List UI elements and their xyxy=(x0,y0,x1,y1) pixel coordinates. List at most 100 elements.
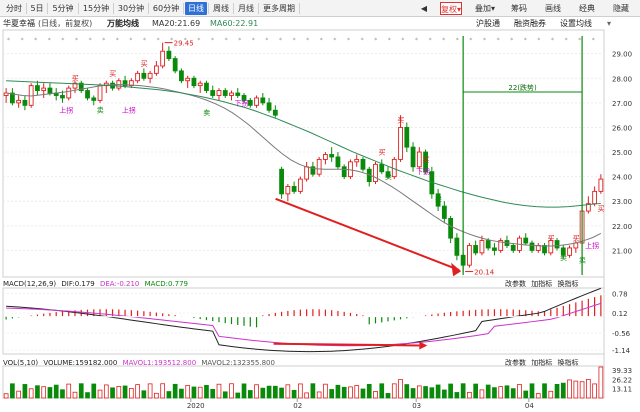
marker-star: * xyxy=(510,37,513,44)
marker-star: * xyxy=(7,37,10,44)
candle-body xyxy=(28,85,34,106)
candle-body xyxy=(479,240,485,254)
candle-body xyxy=(485,240,491,249)
candle-body xyxy=(172,58,178,72)
macd-dif-line xyxy=(6,287,602,353)
dropdown-icon[interactable]: ▾ xyxy=(607,19,612,28)
period-button-0[interactable]: 分时 xyxy=(6,4,22,13)
signal-buy: 买 xyxy=(548,235,555,243)
marker-star: * xyxy=(320,37,323,44)
price-axis-label: 21.00 xyxy=(612,247,632,255)
toolbar-right-1[interactable]: 叠加▾ xyxy=(474,4,495,13)
period-button-5[interactable]: 60分钟 xyxy=(152,4,180,13)
candle-body xyxy=(141,72,147,79)
volume-bar xyxy=(429,387,435,399)
marker-star: * xyxy=(184,37,187,44)
marker-star: * xyxy=(524,37,527,44)
volume-bar xyxy=(204,384,209,399)
period-button-1[interactable]: 5日 xyxy=(30,4,44,13)
vol-add-indicator[interactable]: 加指标 xyxy=(531,359,553,367)
volume-bar xyxy=(410,388,416,399)
macd-add-indicator[interactable]: 加指标 xyxy=(531,280,553,288)
candle-body xyxy=(448,217,454,239)
toolbar-separator xyxy=(78,3,79,14)
candle-body xyxy=(122,80,128,87)
volume-bar xyxy=(385,393,391,399)
volume-bar xyxy=(529,383,535,399)
link-margin-trading[interactable]: 融资融券 xyxy=(514,19,546,28)
ma60-line xyxy=(6,80,601,208)
candle-body xyxy=(78,82,84,92)
vol-change-params[interactable]: 改参数 xyxy=(505,359,526,367)
ma20-line xyxy=(6,84,602,247)
link-hk-connect[interactable]: 沪股通 xyxy=(476,19,500,28)
marker-star: * xyxy=(129,37,132,44)
macd-change-params[interactable]: 改参数 xyxy=(505,280,526,288)
candle-body xyxy=(185,77,191,82)
volume-bar xyxy=(442,389,447,399)
period-button-8[interactable]: 月线 xyxy=(238,4,254,13)
volume-bar xyxy=(467,391,472,399)
volume-bar xyxy=(229,383,234,399)
candle-body xyxy=(97,85,103,101)
indicator-name[interactable]: 万能均线 xyxy=(107,19,139,28)
period-button-3[interactable]: 15分钟 xyxy=(82,4,110,13)
signal-buy: 买 xyxy=(422,156,429,164)
candle-body xyxy=(492,247,497,251)
price-axis-label: 25.00 xyxy=(612,149,632,157)
toolbar-right-4[interactable]: 经典 xyxy=(579,4,595,13)
signal-buy: 买 xyxy=(109,70,116,78)
candle-body xyxy=(285,186,291,195)
volume-bar xyxy=(266,385,272,399)
toolbar-separator xyxy=(208,3,209,14)
vol-axis-label: 39.33 xyxy=(612,367,632,375)
high-label: 29.45 xyxy=(174,40,194,48)
volume-bar xyxy=(323,383,328,399)
volume-bar xyxy=(147,383,153,399)
candle-body xyxy=(316,158,322,175)
macd-switch-indicator[interactable]: 换指标 xyxy=(557,280,579,288)
candle-body xyxy=(560,247,566,256)
volume-bar xyxy=(454,392,460,399)
marker-star: * xyxy=(293,37,296,44)
period-button-2[interactable]: 5分钟 xyxy=(52,4,74,13)
volume-bar xyxy=(479,389,485,399)
ma60-value: MA60:22.91 xyxy=(210,19,259,28)
macd-macd: MACD:0.779 xyxy=(144,280,189,288)
volume-bar xyxy=(573,380,579,399)
marker-star: * xyxy=(551,37,554,44)
candle-body xyxy=(592,190,598,205)
vol-switch-indicator[interactable]: 换指标 xyxy=(557,359,579,367)
volume-bar xyxy=(10,383,15,399)
volume-bar xyxy=(523,390,529,399)
toolbar-right-5[interactable]: 隐藏 xyxy=(613,4,629,13)
macd-axis-label: -0.56 xyxy=(612,330,631,338)
marker-star: * xyxy=(157,37,160,44)
candle-body xyxy=(191,77,197,87)
volume-bar xyxy=(60,389,65,399)
toolbar-separator xyxy=(113,3,114,14)
volume-bar xyxy=(28,388,34,399)
marker-star: * xyxy=(333,37,336,44)
link-set-ma[interactable]: 设置均线 xyxy=(560,19,592,28)
signal-sell: 卖 xyxy=(579,257,586,265)
volume-bar xyxy=(354,385,360,399)
volume-bar xyxy=(304,392,309,399)
toolbar-right-0[interactable]: 复权▾ xyxy=(440,2,462,15)
period-button-4[interactable]: 30分钟 xyxy=(117,4,145,13)
period-button-7[interactable]: 周线 xyxy=(213,4,229,13)
signal-sell: 卖 xyxy=(560,254,567,262)
nav-left-icon[interactable]: ◀ xyxy=(420,4,428,13)
marker-star: * xyxy=(442,37,445,44)
volume-bar xyxy=(91,383,97,399)
period-button-9[interactable]: 更多周期 xyxy=(263,4,295,13)
toolbar-separator xyxy=(47,3,48,14)
volume-bar xyxy=(35,385,40,399)
toolbar-right-2[interactable]: 筹码 xyxy=(511,4,527,13)
volume-bar xyxy=(298,383,303,399)
volume-bar xyxy=(166,391,172,399)
toolbar-right-3[interactable]: 画线 xyxy=(545,4,561,13)
candle-body xyxy=(166,50,172,60)
period-button-6[interactable]: 日线 xyxy=(185,2,207,15)
